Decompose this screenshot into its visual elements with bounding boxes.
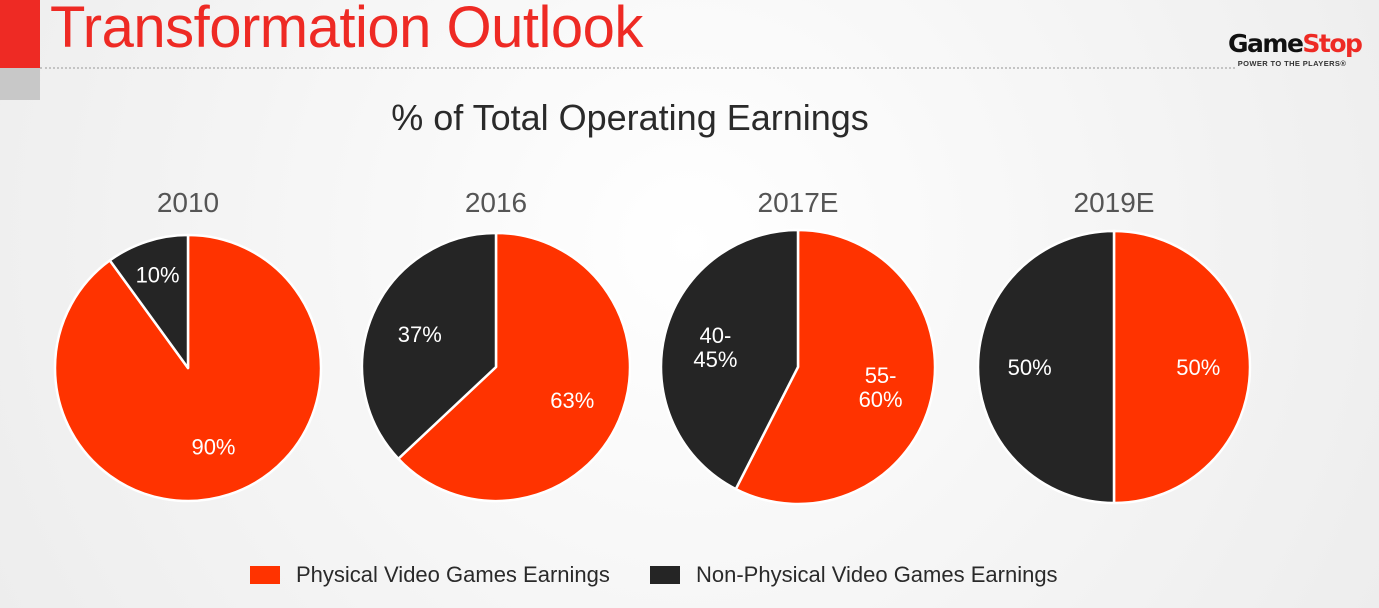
logo-tagline-text: POWER TO THE PLAYERS [1237,59,1341,68]
page-title: Transformation Outlook [50,0,643,60]
pie-2019e-label-non-physical: 50% [1008,355,1052,380]
pie-2017e-label-non-physical: 40-45% [693,323,737,372]
pie-year-label-2019e: 2019E [1074,187,1155,218]
pie-2010-slice-physical [53,233,323,503]
gamestop-logo: GameStop POWER TO THE PLAYERS® [1228,29,1363,69]
legend-label-non-physical: Non-Physical Video Games Earnings [696,562,1058,587]
legend-swatch-physical [250,566,280,584]
pie-2019e-label-physical: 50% [1176,355,1220,380]
pie-year-label-2016: 2016 [465,187,527,218]
pie-2016: 63% 37% 2016 [360,187,632,503]
pie-2010-slice-non-physical [108,233,190,370]
chart-title: % of Total Operating Earnings [391,97,869,138]
pie-2017e-label-physical: 55-60% [859,363,903,412]
legend-label-physical: Physical Video Games Earnings [296,562,610,587]
pie-2010-label-physical: 90% [191,434,235,459]
logo-word-game: Game [1228,29,1304,58]
pie-2017e-slice-physical [734,228,937,506]
pie-2016-label-physical: 63% [550,388,594,413]
title-divider [40,67,1235,69]
pie-2010: 90% 10% 2010 [53,187,323,503]
pie-2019e: 50% 50% 2019E [976,187,1252,505]
pie-2010-label-non-physical: 10% [136,262,180,287]
chart-legend: Physical Video Games Earnings Non-Physic… [0,562,1379,592]
pie-year-label-2017e: 2017E [758,187,839,218]
logo-word-stop: Stop [1302,29,1363,58]
pie-2019e-slice-non-physical [976,229,1116,505]
pie-2016-slice-non-physical [360,231,498,460]
legend-swatch-non-physical [650,566,680,584]
logo-wordmark: GameStop [1228,29,1363,58]
logo-tagline: POWER TO THE PLAYERS® [1228,59,1356,68]
legend-item-physical: Physical Video Games Earnings [250,562,610,588]
accent-bar-red [0,0,40,68]
pie-2019e-slice-physical [1112,229,1252,505]
pie-2016-slice-physical [397,231,632,503]
legend-item-non-physical: Non-Physical Video Games Earnings [650,562,1058,588]
pie-year-label-2010: 2010 [157,187,219,218]
logo-trademark: ® [1340,59,1347,68]
pie-2017e-slice-non-physical [659,228,800,491]
accent-bar-grey [0,68,40,100]
pie-2017e: 55-60% 40-45% 2017E [659,187,937,506]
pie-2016-label-non-physical: 37% [398,322,442,347]
